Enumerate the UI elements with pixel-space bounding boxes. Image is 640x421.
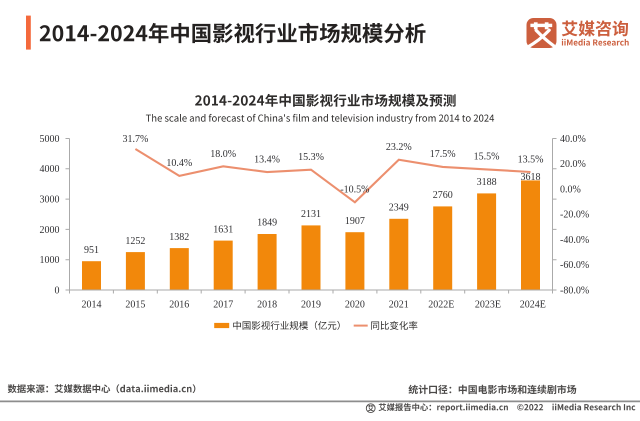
svg-text:3618: 3618 (521, 172, 541, 183)
svg-text:10.4%: 10.4% (166, 158, 192, 169)
svg-text:2020: 2020 (345, 300, 365, 311)
svg-text:2023E: 2023E (475, 300, 501, 311)
svg-text:2000: 2000 (40, 225, 60, 236)
svg-text:5000: 5000 (40, 134, 60, 145)
svg-text:2018: 2018 (257, 300, 277, 311)
svg-text:15.3%: 15.3% (298, 152, 324, 163)
svg-text:-40.0%: -40.0% (560, 235, 589, 246)
svg-text:-60.0%: -60.0% (560, 260, 589, 271)
svg-text:951: 951 (84, 245, 99, 256)
svg-text:1000: 1000 (40, 255, 60, 266)
svg-text:17.5%: 17.5% (430, 149, 456, 160)
svg-text:18.0%: 18.0% (210, 149, 236, 160)
svg-text:2131: 2131 (301, 209, 321, 220)
svg-text:2017: 2017 (213, 300, 233, 311)
svg-text:1631: 1631 (213, 224, 233, 235)
svg-text:2022E: 2022E (428, 300, 454, 311)
svg-text:2019: 2019 (301, 300, 321, 311)
svg-text:2024E: 2024E (520, 300, 546, 311)
svg-text:2021: 2021 (389, 300, 409, 311)
svg-text:3000: 3000 (40, 195, 60, 206)
svg-text:40.0%: 40.0% (560, 134, 586, 145)
svg-text:-80.0%: -80.0% (560, 285, 589, 296)
svg-text:1382: 1382 (169, 232, 189, 243)
svg-text:15.5%: 15.5% (474, 152, 500, 163)
svg-text:0: 0 (55, 285, 60, 296)
svg-text:1907: 1907 (345, 216, 365, 227)
svg-text:3188: 3188 (477, 177, 497, 188)
svg-text:20.0%: 20.0% (560, 159, 586, 170)
svg-text:2015: 2015 (125, 300, 145, 311)
svg-text:4000: 4000 (40, 164, 60, 175)
svg-text:-20.0%: -20.0% (560, 210, 589, 221)
svg-text:2016: 2016 (169, 300, 189, 311)
svg-text:1252: 1252 (125, 236, 145, 247)
svg-text:13.4%: 13.4% (254, 155, 280, 166)
svg-text:1849: 1849 (257, 218, 277, 229)
svg-text:-10.5%: -10.5% (340, 184, 369, 195)
svg-text:31.7%: 31.7% (122, 134, 148, 145)
svg-text:13.5%: 13.5% (518, 154, 544, 165)
svg-text:2760: 2760 (433, 190, 453, 201)
svg-text:23.2%: 23.2% (386, 142, 412, 153)
svg-text:2014: 2014 (82, 300, 102, 311)
svg-text:0.0%: 0.0% (560, 184, 581, 195)
svg-text:2349: 2349 (389, 203, 409, 214)
